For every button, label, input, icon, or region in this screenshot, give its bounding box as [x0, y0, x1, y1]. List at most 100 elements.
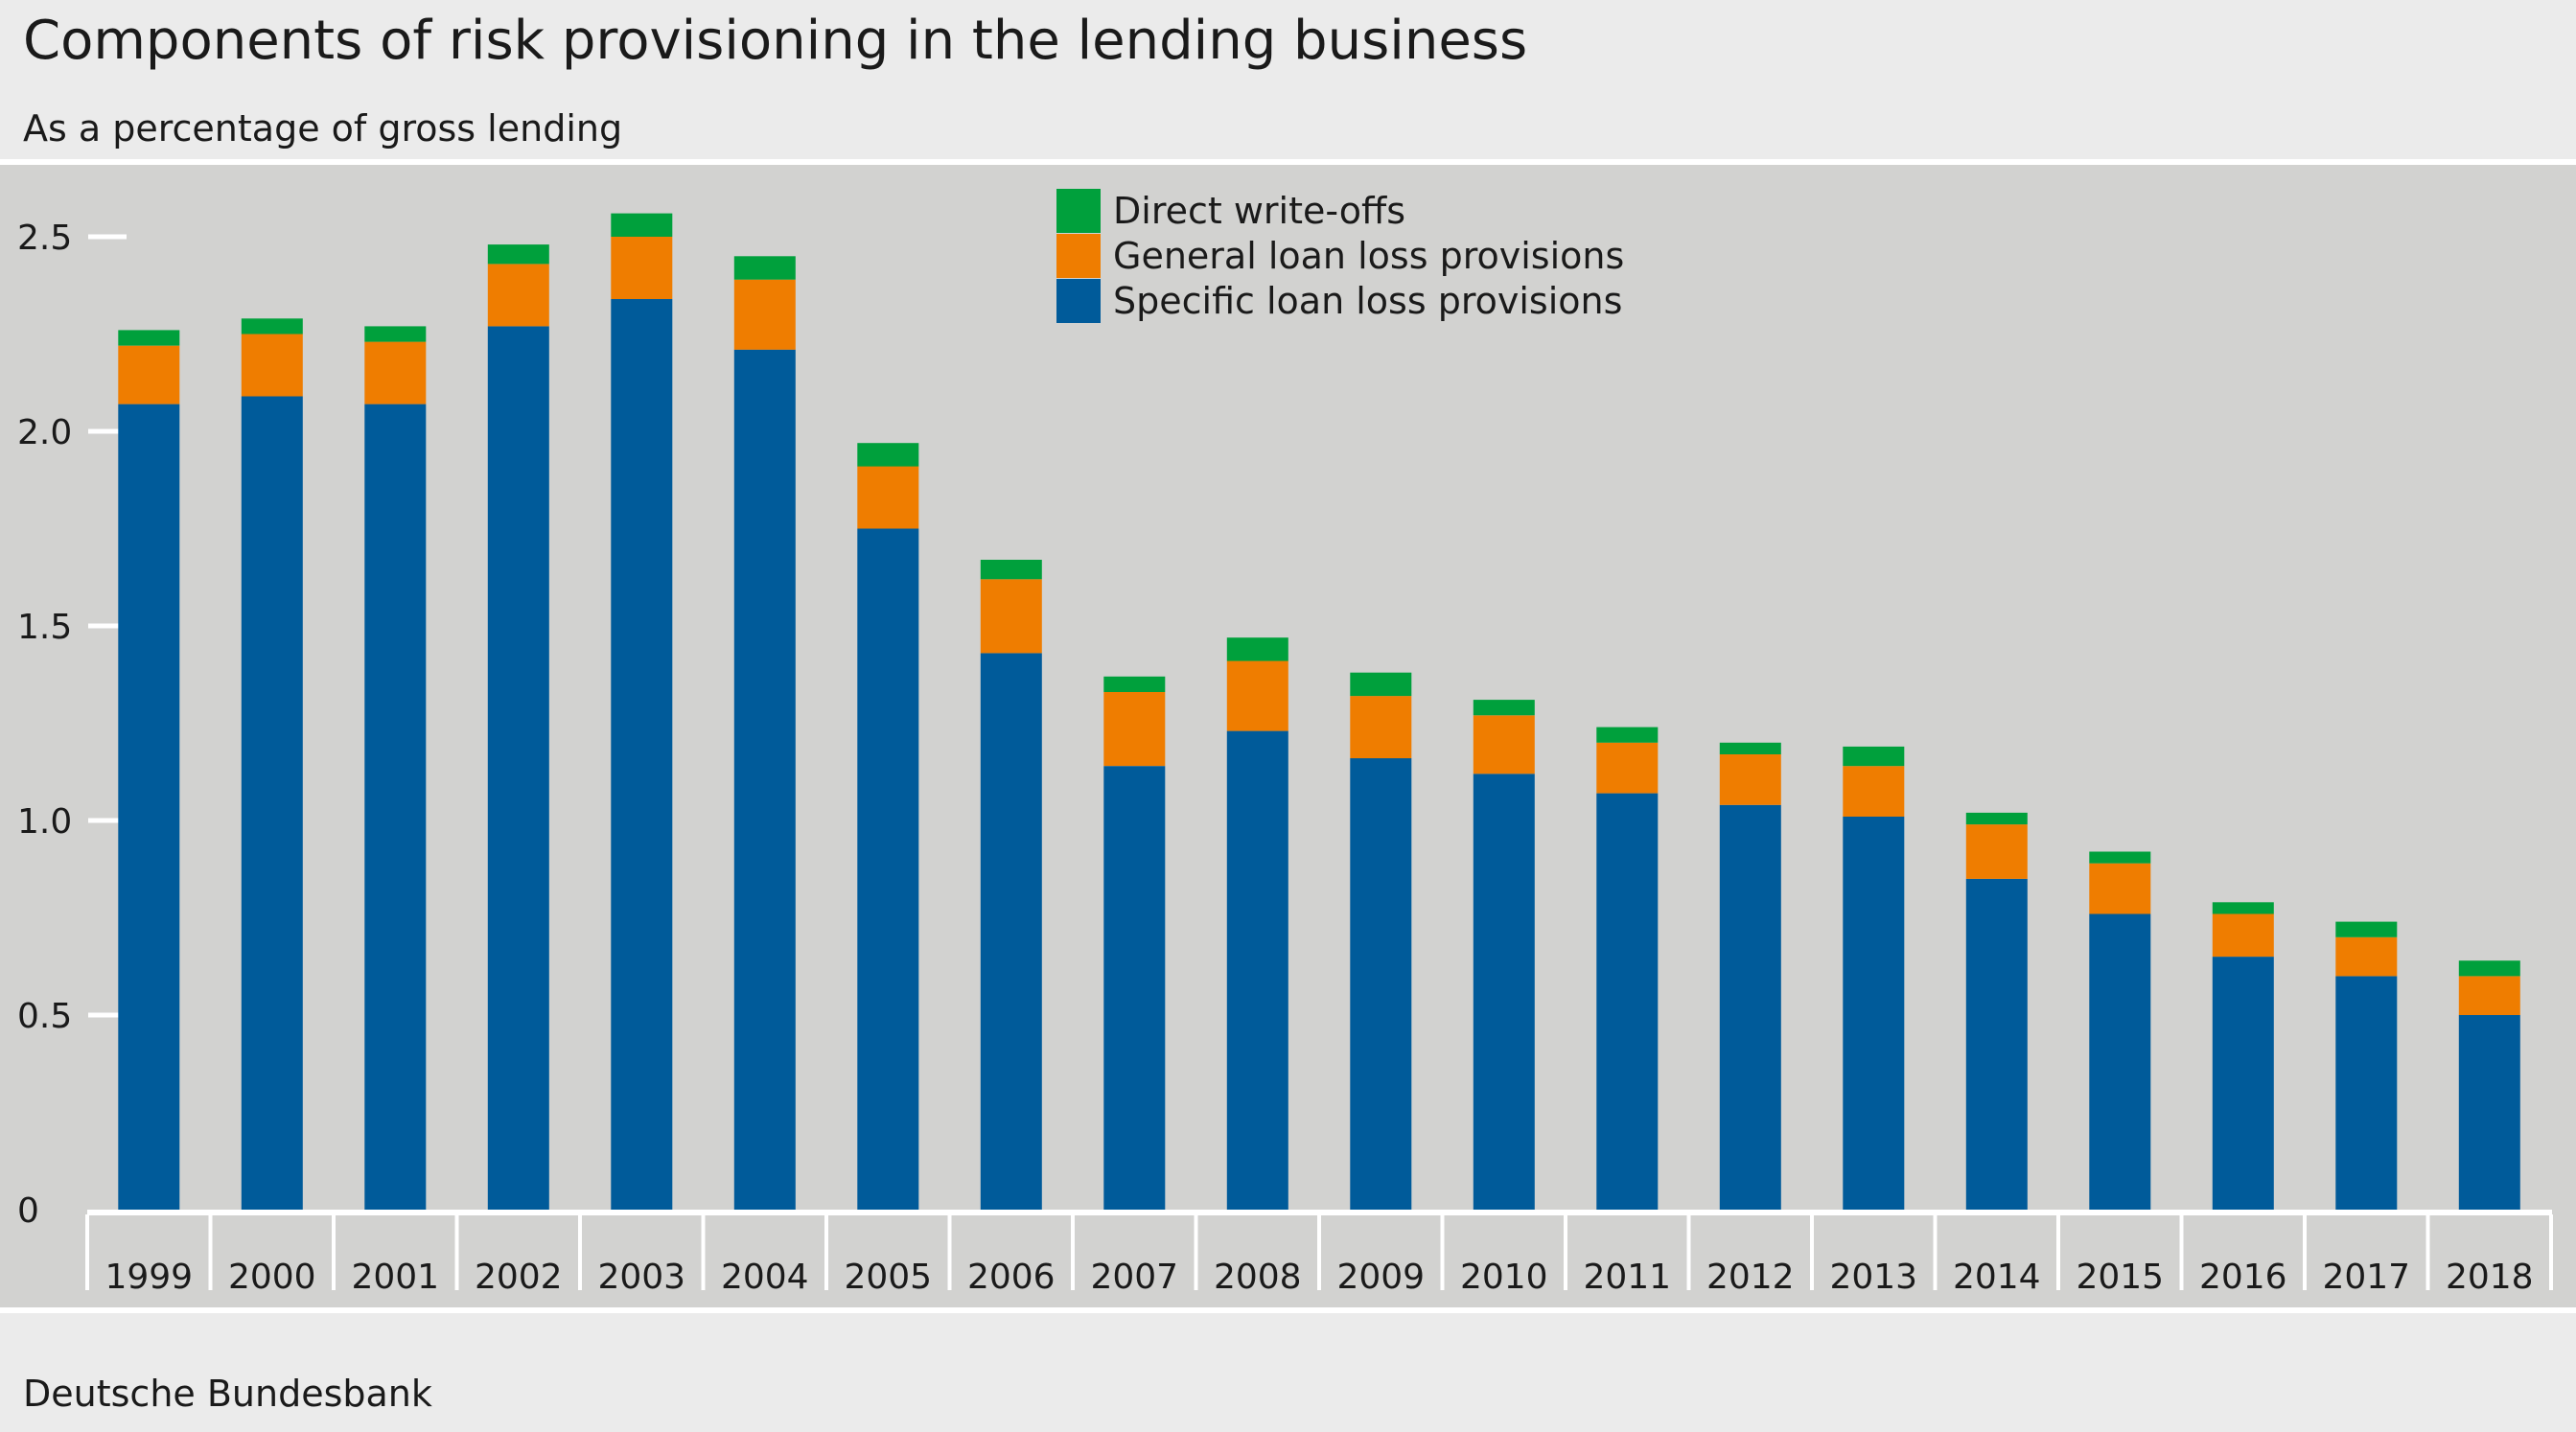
bar-writeoffs-2000 [241, 318, 303, 335]
x-tick-label: 1999 [104, 1258, 193, 1297]
bar-general-2006 [980, 579, 1042, 654]
x-tick-label: 2010 [1460, 1258, 1548, 1297]
bar-writeoffs-2009 [1350, 672, 1412, 697]
x-tick-label: 2005 [844, 1258, 932, 1297]
bar-writeoffs-2008 [1226, 637, 1288, 661]
legend-swatch-general [1056, 234, 1101, 278]
bar-specific-2009 [1350, 758, 1412, 1210]
x-tick-label: 2009 [1336, 1258, 1425, 1297]
bar-writeoffs-1999 [118, 330, 180, 346]
x-tick-label: 2013 [1829, 1258, 1917, 1297]
y-tick-label: 1.5 [17, 608, 72, 647]
legend-swatch-writeoffs [1056, 189, 1101, 233]
bar-general-2014 [1965, 824, 2028, 879]
bar-specific-2018 [2458, 1015, 2520, 1210]
y-tick-label: 2.5 [17, 219, 72, 258]
bar-general-2005 [857, 466, 919, 529]
bar-writeoffs-2010 [1473, 700, 1535, 716]
bar-general-2000 [241, 334, 303, 397]
bar-writeoffs-2005 [857, 443, 919, 467]
y-tick-label: 1.0 [17, 802, 72, 842]
x-tick-label: 2018 [2446, 1258, 2534, 1297]
bar-specific-2000 [241, 396, 303, 1210]
bar-general-2018 [2458, 976, 2520, 1015]
x-tick-label: 2006 [967, 1258, 1056, 1297]
bar-specific-2017 [2335, 976, 2398, 1210]
bar-general-2015 [2089, 863, 2151, 914]
bar-writeoffs-2006 [980, 560, 1042, 580]
bar-general-2013 [1843, 766, 1905, 817]
source-note: Deutsche Bundesbank [23, 1373, 432, 1415]
top-rule [0, 159, 2576, 165]
bar-writeoffs-2015 [2089, 851, 2151, 864]
legend-label-general: General loan loss provisions [1113, 235, 1624, 277]
y-axis: 0 0.5 1.0 1.5 2.0 2.5 [17, 219, 127, 1231]
bar-writeoffs-2011 [1596, 727, 1659, 743]
bar-specific-2003 [611, 299, 673, 1210]
legend-label-writeoffs: Direct write-offs [1113, 190, 1405, 232]
bar-general-1999 [118, 345, 180, 404]
bottom-rule [0, 1307, 2576, 1313]
bar-specific-2004 [733, 349, 796, 1210]
x-tick-label: 2014 [1953, 1258, 2041, 1297]
x-tick-label: 2015 [2076, 1258, 2164, 1297]
bar-general-2016 [2212, 913, 2274, 958]
bar-writeoffs-2018 [2458, 960, 2520, 977]
x-axis: 1999 2000 2001 2002 2003 2004 2005 2006 2007 2008… [85, 1210, 2553, 1297]
bar-general-2008 [1226, 660, 1288, 731]
bar-specific-2016 [2212, 957, 2274, 1210]
chart-title: Components of risk provisioning in the l… [23, 10, 1528, 72]
bar-specific-2012 [1719, 804, 1781, 1210]
bar-specific-2014 [1965, 878, 2028, 1210]
bar-specific-2001 [364, 404, 427, 1211]
bar-specific-2010 [1473, 774, 1535, 1210]
bar-specific-2013 [1843, 816, 1905, 1210]
bar-specific-2015 [2089, 913, 2151, 1210]
x-tick-label: 2017 [2322, 1258, 2410, 1297]
bar-specific-2008 [1226, 730, 1288, 1210]
bar-specific-2007 [1103, 766, 1166, 1210]
bar-specific-2005 [857, 528, 919, 1210]
bar-general-2011 [1596, 742, 1659, 794]
y-tick-label: 2.0 [17, 413, 72, 452]
y-tick-label: 0.5 [17, 997, 72, 1036]
bar-writeoffs-2014 [1965, 812, 2028, 825]
bar-general-2004 [733, 279, 796, 350]
bar-specific-2011 [1596, 793, 1659, 1210]
bar-writeoffs-2016 [2212, 902, 2274, 914]
x-tick-label: 2003 [597, 1258, 685, 1297]
x-tick-label: 2004 [721, 1258, 809, 1297]
y-tick-label: 0 [17, 1191, 39, 1231]
x-tick-label: 2000 [228, 1258, 316, 1297]
bar-general-2002 [487, 264, 549, 327]
x-tick-label: 2007 [1090, 1258, 1178, 1297]
bar-writeoffs-2003 [611, 213, 673, 237]
bar-writeoffs-2017 [2335, 921, 2398, 937]
bar-specific-2006 [980, 653, 1042, 1210]
x-tick-label: 2016 [2199, 1258, 2287, 1297]
bar-specific-2002 [487, 326, 549, 1210]
bar-writeoffs-2002 [487, 244, 549, 265]
legend-swatch-specific [1056, 279, 1101, 323]
chart-subtitle: As a percentage of gross lending [23, 107, 623, 150]
bar-general-2003 [611, 237, 673, 299]
bars [118, 213, 2520, 1211]
bar-general-2001 [364, 341, 427, 404]
bar-general-2009 [1350, 696, 1412, 759]
bar-writeoffs-2012 [1719, 742, 1781, 754]
x-tick-label: 2011 [1583, 1258, 1671, 1297]
bar-specific-1999 [118, 404, 180, 1211]
x-tick-label: 2002 [475, 1258, 563, 1297]
x-tick-label: 2001 [351, 1258, 439, 1297]
bar-writeoffs-2001 [364, 326, 427, 342]
x-tick-label: 2012 [1706, 1258, 1795, 1297]
bar-writeoffs-2007 [1103, 676, 1166, 692]
x-tick-label: 2008 [1214, 1258, 1302, 1297]
bar-general-2017 [2335, 936, 2398, 977]
bar-general-2007 [1103, 692, 1166, 767]
bar-writeoffs-2004 [733, 256, 796, 280]
bar-general-2010 [1473, 715, 1535, 774]
